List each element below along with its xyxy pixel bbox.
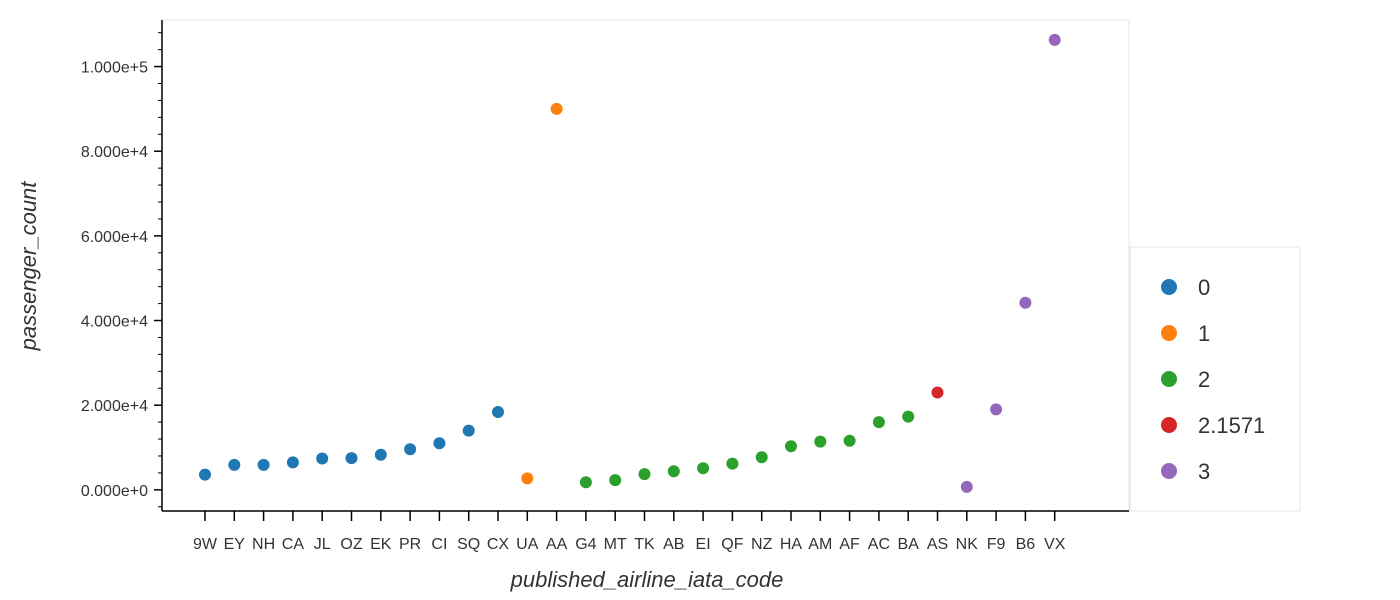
x-tick-label: 9W — [193, 536, 218, 553]
x-tick-label: BA — [898, 536, 920, 553]
x-tick-label: CX — [487, 536, 510, 553]
y-axis-label: passenger_count — [16, 181, 41, 352]
x-tick-label: SQ — [457, 536, 480, 553]
y-tick-label: 0.000e+0 — [81, 483, 148, 500]
data-point-series-4 — [1048, 33, 1061, 46]
x-axis: 9W EY NH CA JL OZ EK PR CI SQ CX UA AA G4 MT TK AB EI QF NZ… — [193, 511, 1066, 553]
data-point-series-2 — [814, 435, 827, 448]
x-tick-label: NK — [956, 536, 979, 553]
data-point-series-0 — [228, 458, 241, 471]
x-tick-label: AB — [663, 536, 684, 553]
x-tick-label: EK — [370, 536, 392, 553]
x-tick-label: QF — [721, 536, 743, 553]
data-point-series-0 — [199, 468, 211, 481]
x-tick-label: UA — [516, 536, 539, 553]
legend-marker — [1161, 325, 1177, 341]
data-point-series-4 — [960, 480, 973, 493]
legend-marker — [1161, 371, 1177, 387]
data-point-series-0 — [257, 458, 270, 471]
data-point-series-0 — [404, 443, 417, 456]
legend-marker — [1161, 463, 1177, 479]
y-tick-label: 4.000e+4 — [81, 314, 148, 331]
data-point-series-2 — [638, 468, 651, 481]
data-point-series-0 — [492, 405, 504, 418]
legend-marker — [1161, 279, 1177, 295]
data-point-series-2 — [755, 451, 768, 464]
legend-items: 0 1 2 2.1571 3 — [1161, 275, 1265, 484]
legend-label: 2.1571 — [1198, 413, 1265, 438]
x-tick-label: AM — [808, 536, 832, 553]
legend-marker — [1161, 417, 1177, 433]
x-tick-label: HA — [780, 536, 803, 553]
y-tick-label: 8.000e+4 — [81, 144, 148, 161]
x-tick-label: B6 — [1016, 536, 1036, 553]
x-tick-label: MT — [604, 536, 627, 553]
legend-label: 2 — [1198, 367, 1210, 392]
x-tick-label: AF — [839, 536, 860, 553]
data-point-series-2 — [872, 416, 885, 429]
legend-label: 1 — [1198, 321, 1210, 346]
data-point-series-0 — [286, 456, 299, 469]
y-tick-label: 1.000e+5 — [81, 60, 148, 77]
x-tick-label: NH — [252, 536, 275, 553]
x-tick-label: CI — [431, 536, 447, 553]
legend: 0 1 2 2.1571 3 — [1129, 246, 1301, 512]
x-tick-label: TK — [634, 536, 655, 553]
x-tick-label: NZ — [751, 536, 773, 553]
y-axis: 0.000e+0 2.000e+4 4.000e+4 6.000e+4 8.000e+4… — [81, 32, 162, 508]
x-tick-label: EY — [224, 536, 246, 553]
data-point-series-2 — [902, 410, 915, 423]
data-point-series-4 — [1019, 296, 1032, 309]
data-point-series-0 — [433, 437, 446, 450]
x-axis-label: published_airline_iata_code — [510, 567, 784, 592]
legend-box — [1129, 246, 1301, 512]
y-tick-label: 2.000e+4 — [81, 398, 148, 415]
x-tick-label: EI — [696, 536, 711, 553]
data-point-series-2 — [785, 440, 797, 453]
data-point-series-0 — [316, 452, 329, 465]
x-tick-label: AA — [546, 536, 568, 553]
data-point-series-4 — [990, 403, 1003, 416]
y-tick-label: 6.000e+4 — [81, 229, 148, 246]
x-tick-label: G4 — [575, 536, 596, 553]
data-point-series-0 — [374, 448, 387, 461]
data-point-series-0 — [462, 424, 475, 437]
data-point-series-2 — [697, 462, 710, 475]
data-point-series-2 — [726, 457, 739, 470]
x-tick-label: VX — [1044, 536, 1066, 553]
data-point-series-3 — [931, 386, 944, 399]
legend-label: 0 — [1198, 275, 1210, 300]
data-point-series-2 — [667, 465, 680, 478]
x-tick-label: CA — [282, 536, 305, 553]
x-tick-label: F9 — [987, 536, 1006, 553]
x-tick-label: AS — [927, 536, 948, 553]
data-point-series-2 — [843, 434, 856, 447]
x-tick-label: AC — [868, 536, 890, 553]
data-point-series-1 — [550, 102, 563, 115]
data-point-series-2 — [609, 474, 622, 487]
data-point-series-2 — [579, 476, 592, 489]
x-tick-label: OZ — [340, 536, 362, 553]
data-points — [199, 33, 1061, 493]
x-tick-label: PR — [399, 536, 421, 553]
plot-frame — [161, 19, 1130, 512]
data-point-series-0 — [345, 452, 358, 465]
x-tick-label: JL — [314, 536, 331, 553]
data-point-series-1 — [521, 472, 534, 485]
legend-label: 3 — [1198, 459, 1210, 484]
